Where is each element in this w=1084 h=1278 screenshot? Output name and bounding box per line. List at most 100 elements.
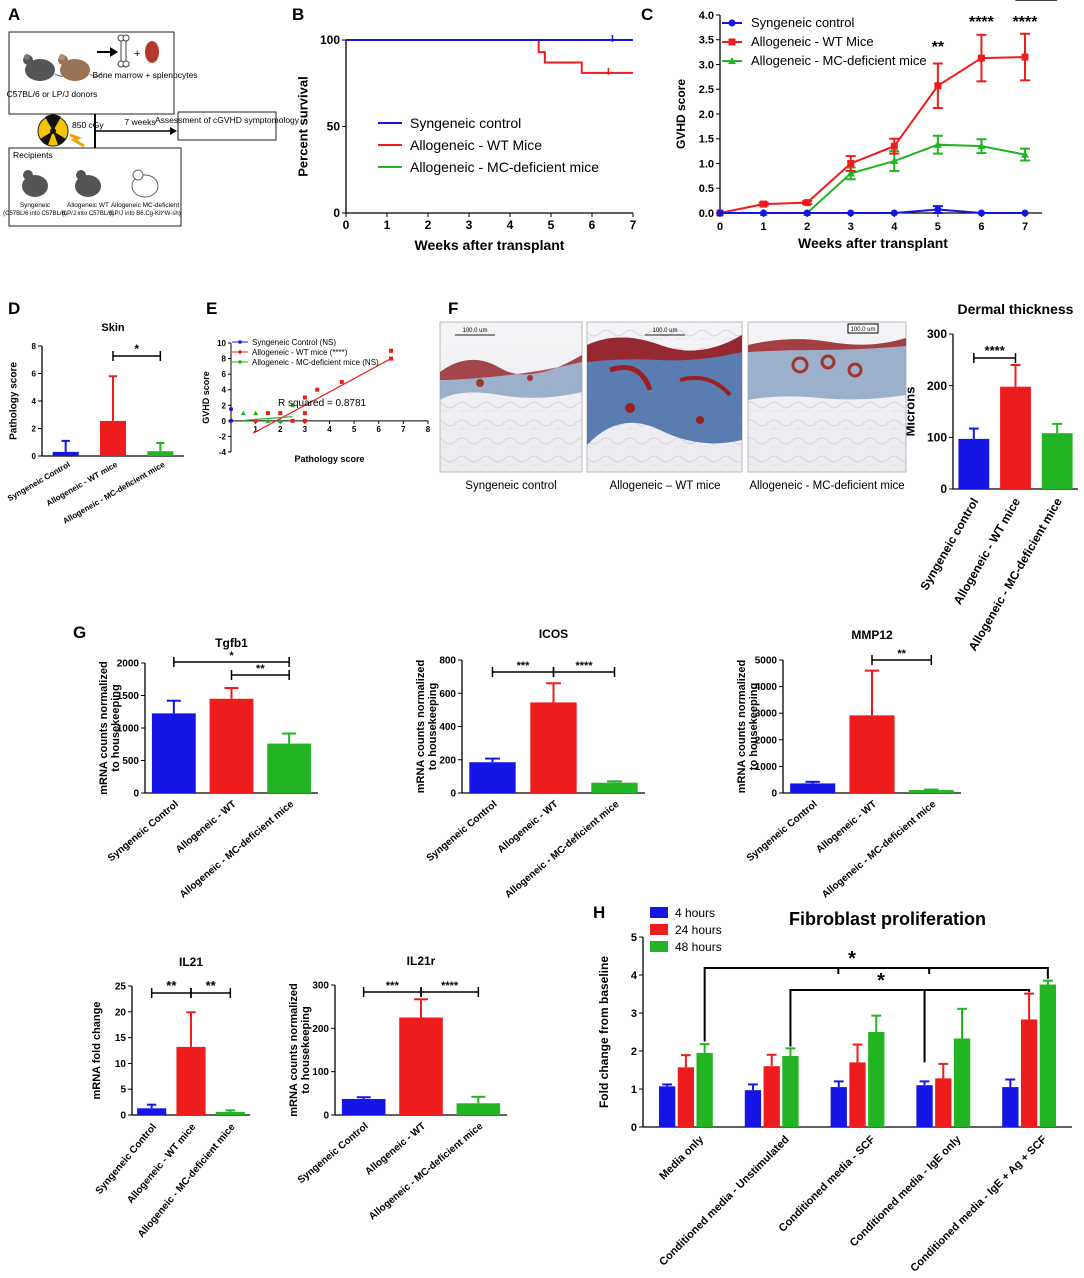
mmp12-chart: 0 1000 2000 3000 4000 5000 mRNA counts normali… xyxy=(736,628,961,901)
panel-label-f: F xyxy=(448,299,458,318)
assessment-box xyxy=(177,111,277,141)
y-tick-label: 3000 xyxy=(755,709,778,720)
scatter-point xyxy=(278,411,283,416)
y-tick-label: 1000 xyxy=(755,762,778,773)
legend-swatch xyxy=(650,941,668,952)
x-tick-label: 3 xyxy=(848,221,854,233)
y-tick-label: 400 xyxy=(439,722,456,733)
series-line-blue xyxy=(720,208,1025,214)
donor-mouse-brown-icon xyxy=(58,54,103,81)
x-tick-label: 6 xyxy=(978,221,984,233)
data-point xyxy=(803,199,811,207)
icos-chart: 0 200 400 600 800 mRNA counts normalized to ho… xyxy=(415,627,645,901)
y-axis-title: to housekeeping xyxy=(300,1006,312,1093)
y-tick-label: 0 xyxy=(323,1111,329,1122)
regression-line xyxy=(243,415,293,422)
significance-label: **** xyxy=(441,980,459,992)
legend-label: 4 hours xyxy=(675,906,715,920)
radiation-icon xyxy=(37,114,69,147)
bone-icon xyxy=(117,34,130,68)
survival-chart: 0 50 100 Percent survival 0 1 2 3 4 5 6 7 Weeks afte… xyxy=(296,33,637,253)
y-tick-label: 1 xyxy=(631,1084,637,1096)
y-tick-label: 3.0 xyxy=(699,59,714,71)
data-point xyxy=(934,206,942,214)
y-tick-label: 3.5 xyxy=(699,35,714,47)
recipient-mouse-syngeneic-icon xyxy=(22,170,48,197)
scalebar-label: 100.0 um xyxy=(652,328,677,334)
data-point xyxy=(847,209,855,217)
bar xyxy=(782,1055,799,1127)
x-tick-label: Allogeneic - WT xyxy=(363,1121,428,1178)
data-point xyxy=(1021,150,1029,158)
y-axis-title: to housekeeping xyxy=(748,683,760,770)
scalebar-label: 100.0 um xyxy=(462,328,487,334)
x-tick-label: Syngeneic Control xyxy=(296,1121,371,1186)
legend-marker xyxy=(238,360,242,364)
bar xyxy=(935,1078,952,1127)
y-tick-label: -2 xyxy=(219,432,227,441)
y-tick-label: 800 xyxy=(439,656,456,667)
wt-title: Allogeneic WT xyxy=(67,202,109,209)
plus-sign: + xyxy=(134,48,140,60)
x-tick-label: 4 xyxy=(327,425,332,434)
significance-label: ** xyxy=(256,663,265,675)
tgfb1-chart: 0 500 1000 1500 2000 mRNA counts normalized to… xyxy=(98,636,318,901)
x-axis-title: Pathology score xyxy=(294,454,364,464)
bar xyxy=(849,1062,866,1127)
x-tick-label: 2 xyxy=(278,425,283,434)
x-tick-label: 6 xyxy=(589,218,596,232)
x-tick-label: 1 xyxy=(384,218,391,232)
bar xyxy=(1039,984,1056,1127)
data-point xyxy=(846,169,855,177)
bar xyxy=(677,1067,695,1127)
y-tick-label: 0 xyxy=(133,789,139,800)
legend-marker xyxy=(238,340,242,344)
significance-label: *** xyxy=(517,660,531,672)
y-tick-label: 100 xyxy=(312,1067,329,1078)
y-tick-label: 0 xyxy=(32,452,37,461)
bar xyxy=(137,1108,167,1115)
x-tick-label: 1 xyxy=(761,221,767,233)
recipient-mouse-mc-deficient-icon xyxy=(131,169,159,198)
y-tick-label: 2000 xyxy=(755,735,778,746)
x-axis-title: Weeks after transplant xyxy=(415,237,565,253)
significance-label: **** xyxy=(1013,14,1039,31)
y-tick-label: 2 xyxy=(631,1046,637,1058)
spleen-icon xyxy=(145,41,159,63)
histology-caption-wt-text: Allogeneic – WT mice xyxy=(610,480,721,492)
bar xyxy=(176,1046,206,1115)
significance-bracket xyxy=(789,989,1031,1047)
x-tick-label: 3 xyxy=(466,218,473,232)
legend-swatch xyxy=(650,907,668,918)
chart-title: Fibroblast proliferation xyxy=(789,909,986,929)
scatter-point xyxy=(389,348,394,353)
y-axis-title: mRNA counts normalized xyxy=(98,661,110,794)
y-tick-label: 6 xyxy=(222,370,227,379)
x-tick-label: Allogeneic - WT xyxy=(814,799,879,856)
scalebar-box xyxy=(847,323,879,334)
lightning-icon xyxy=(69,133,85,148)
legend-label: Allogeneic - WT Mice xyxy=(751,34,874,49)
legend-marker xyxy=(728,57,736,64)
histology-caption-mc-text: Allogeneic - MC-deficient mice xyxy=(749,480,904,492)
x-tick-label: 7 xyxy=(630,218,637,232)
y-axis-title: Fold change from baseline xyxy=(597,956,611,1108)
x-tick-label: 8 xyxy=(426,425,431,434)
significance-label: ** xyxy=(166,978,177,993)
significance-label: * xyxy=(877,970,885,992)
x-tick-label: Allogeneic - MC-deficient mice xyxy=(503,799,622,901)
y-tick-label: 2000 xyxy=(117,659,140,670)
y-axis-title: mRNA counts normalized xyxy=(415,660,427,793)
significance-label: * xyxy=(848,948,856,970)
legend-marker xyxy=(728,38,736,46)
x-tick-label: 5 xyxy=(548,218,555,232)
recipients-label: Recipients xyxy=(13,150,53,160)
y-tick-label: 2 xyxy=(32,424,37,433)
x-tick-label: 3 xyxy=(303,425,308,434)
bar xyxy=(1020,1019,1038,1127)
y-tick-label: 0 xyxy=(631,1122,637,1134)
legend-label: Allogeneic - WT Mice xyxy=(410,137,542,153)
y-tick-label: 0 xyxy=(771,789,777,800)
y-tick-label: 300 xyxy=(927,327,947,341)
